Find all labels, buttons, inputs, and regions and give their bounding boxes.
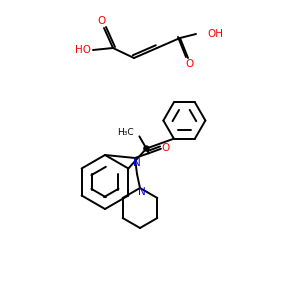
Text: O: O <box>98 16 106 26</box>
Text: HO: HO <box>75 45 91 55</box>
Text: O: O <box>162 143 170 153</box>
Text: N: N <box>138 187 146 197</box>
Text: H₃C: H₃C <box>117 128 134 137</box>
Text: O: O <box>185 59 193 69</box>
Text: OH: OH <box>207 29 223 39</box>
Circle shape <box>144 146 149 151</box>
Text: N: N <box>133 158 141 168</box>
